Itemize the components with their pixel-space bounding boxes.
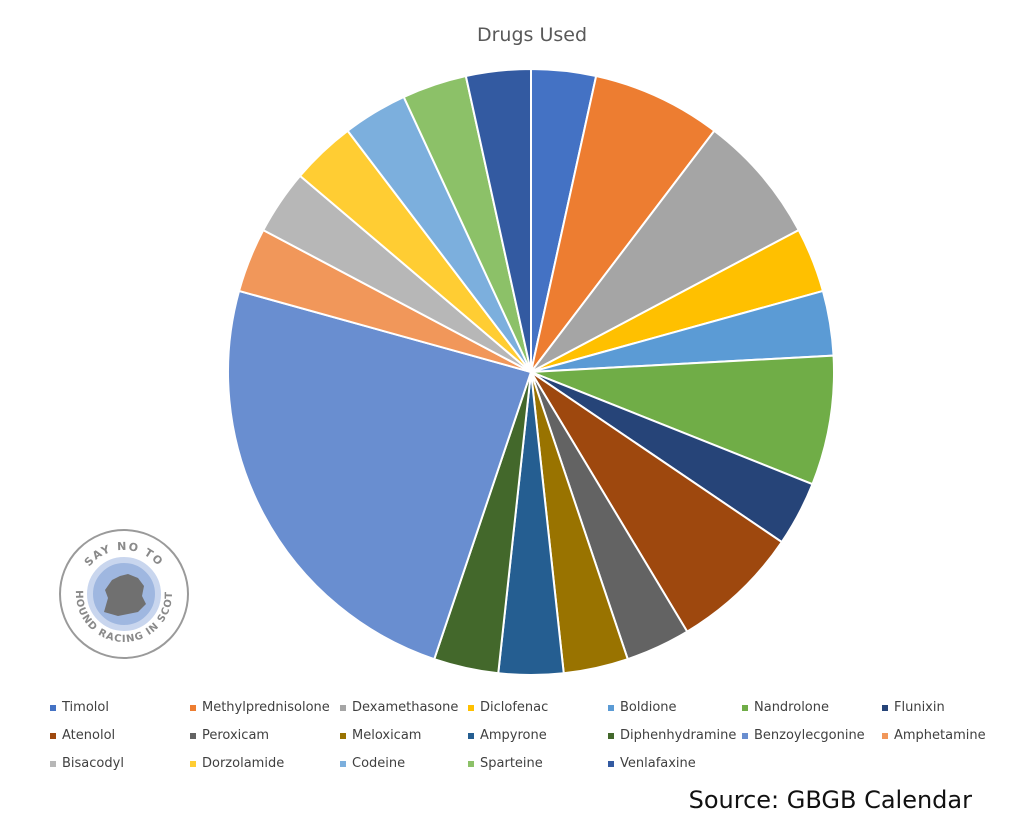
legend-item: Peroxicam [190,728,269,743]
legend-label: Diphenhydramine [620,728,737,743]
legend-swatch [190,704,196,711]
legend-label: Amphetamine [894,728,986,743]
pie-slice-atenolol [530,371,784,634]
legend-swatch [340,760,346,767]
legend-label: Atenolol [62,728,116,743]
legend-label: Flunixin [894,700,945,715]
legend-label: Diclofenac [480,700,549,715]
pie-slice-methylprednisolone [530,74,716,373]
scotland-map-icon [104,574,146,616]
legend-swatch [608,732,614,739]
pie-slice-benzoylecgonine [227,289,533,661]
legend-item: Codeine [340,756,405,771]
legend-swatch [608,760,614,767]
pie-slice-venlafaxine [464,67,532,373]
legend-label: Peroxicam [202,728,270,743]
legend-label: Dexamethasone [352,700,459,715]
legend-item: Benzoylecgonine [742,728,865,743]
legend-item: Atenolol [50,728,115,743]
legend-label: Timolol [62,700,109,715]
legend-item: Diclofenac [468,700,548,715]
legend-item: Timolol [50,700,109,715]
legend-swatch [468,760,474,767]
legend-swatch [468,732,474,739]
legend-swatch [190,732,196,739]
source-caption: Source: GBGB Calendar [688,786,972,814]
legend-label: Boldione [620,700,677,715]
legend-swatch [608,704,614,711]
pie-slice-dexamethasone [530,129,801,373]
legend-item: Boldione [608,700,677,715]
legend-item: Amphetamine [882,728,986,743]
chart-title: Drugs Used [476,24,588,46]
legend-swatch [50,732,56,739]
pie-slice-nandrolone [530,354,835,486]
legend-label: Codeine [352,756,406,771]
legend-swatch [882,732,888,739]
legend-item: Venlafaxine [608,756,696,771]
legend-label: Meloxicam [352,728,422,743]
legend-swatch [190,760,196,767]
legend-swatch [50,704,56,711]
legend-item: Meloxicam [340,728,421,743]
legend-label: Sparteine [480,756,543,771]
legend-label: Bisacodyl [62,756,124,771]
legend-swatch [742,732,748,739]
logo-seal: SAY NO TO GREYHOUND RACING IN SCOTLAND [58,528,189,659]
legend-swatch [340,704,346,711]
legend-item: Flunixin [882,700,945,715]
legend-label: Methylprednisolone [202,700,330,715]
legend-swatch [882,704,888,711]
legend-swatch [468,704,474,711]
legend-item: Sparteine [468,756,543,771]
legend-label: Nandrolone [754,700,829,715]
legend-item: Nandrolone [742,700,829,715]
legend-swatch [742,704,748,711]
legend-item: Dorzolamide [190,756,284,771]
pie-chart [227,67,835,676]
legend-item: Diphenhydramine [608,728,736,743]
legend-item: Bisacodyl [50,756,124,771]
legend-item: Dexamethasone [340,700,458,715]
legend-label: Ampyrone [480,728,547,743]
legend-item: Ampyrone [468,728,547,743]
legend-item: Methylprednisolone [190,700,330,715]
legend-swatch [340,732,346,739]
legend-label: Benzoylecgonine [754,728,865,743]
legend-label: Dorzolamide [202,756,285,771]
legend-label: Venlafaxine [620,756,696,771]
legend-swatch [50,760,56,767]
